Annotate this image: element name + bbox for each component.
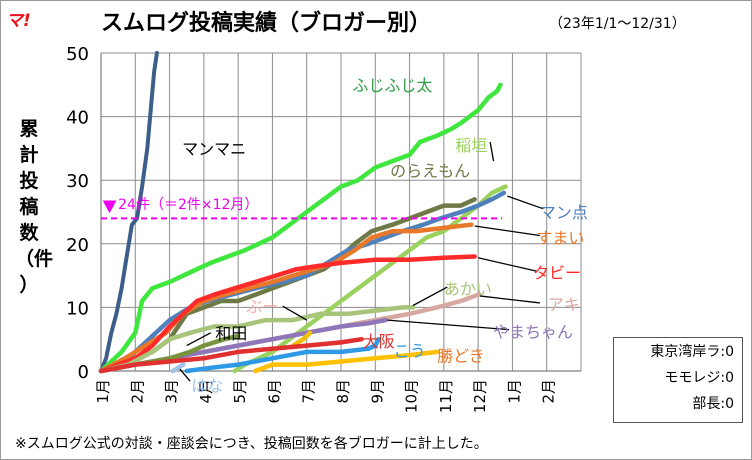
- x-tick-label: 5月: [231, 379, 249, 404]
- count-row-name: モモレジ: [664, 370, 721, 386]
- series-label: マンマニ: [182, 139, 246, 158]
- x-tick-label: 10月: [403, 379, 421, 413]
- series-line-6: [98, 254, 477, 374]
- series-line-15: [170, 362, 186, 374]
- series-label: あかい: [444, 279, 492, 298]
- series-line-14: [253, 349, 440, 374]
- series-line-12: [98, 336, 364, 374]
- label-leader-line: [474, 225, 540, 237]
- y-axis-label-char: 累: [19, 118, 39, 140]
- x-tick-label: 2月: [128, 379, 146, 404]
- reference-label: 24件（＝2件×12月）: [118, 197, 258, 213]
- reference-marker: [102, 200, 117, 214]
- count-row-name: 東京湾岸ラ: [650, 344, 721, 360]
- y-tick-label: 10: [66, 298, 89, 319]
- series-label: すまい: [536, 228, 584, 247]
- y-axis-label-char: 投: [19, 170, 39, 192]
- series-line-2: [232, 184, 508, 374]
- label-leader-line: [282, 305, 308, 321]
- label-leader-line: [489, 141, 495, 162]
- series-label: ぶー: [246, 297, 278, 316]
- series-label: やまちゃん: [493, 323, 573, 342]
- series-label: アキ: [548, 295, 580, 314]
- x-tick-label: 6月: [265, 379, 283, 404]
- x-tick-label: 3月: [163, 379, 181, 404]
- series-label: ふじふじ太: [352, 76, 432, 95]
- series-label: 和田: [215, 324, 247, 343]
- x-tick-label: 1月: [505, 379, 523, 404]
- count-row-value: 0: [725, 344, 734, 360]
- y-tick-label: 0: [78, 362, 89, 383]
- label-leader-line: [479, 295, 540, 304]
- series-label: 勝どき: [437, 347, 485, 366]
- series-label: 大阪: [363, 332, 395, 351]
- series-label: 稲垣: [455, 136, 487, 155]
- label-leader-line: [387, 319, 510, 331]
- count-row-value: 0: [725, 370, 734, 386]
- series-label: はな: [191, 377, 223, 396]
- count-row-value: 0: [725, 396, 734, 412]
- zero-count-box: 東京湾岸ラ:0 モモレジ:0 部長:0: [613, 337, 743, 423]
- series-line-1: [98, 82, 503, 374]
- y-axis-label-char: 計: [19, 144, 39, 166]
- series-line-13: [184, 336, 381, 374]
- x-tick-label: 12月: [471, 379, 489, 413]
- series-label: こう: [394, 342, 426, 361]
- count-row: 部長:0: [614, 390, 742, 416]
- series-line-0: [99, 51, 159, 373]
- label-leader-line: [412, 286, 448, 307]
- series-line-10: [290, 330, 313, 348]
- series-label: のらえもん: [390, 162, 470, 181]
- count-row-separator: :: [720, 344, 726, 360]
- count-row-separator: :: [720, 396, 726, 412]
- label-leader-line: [477, 257, 537, 272]
- x-tick-label: 2月: [540, 379, 558, 404]
- x-tick-label: 11月: [437, 379, 455, 413]
- x-tick-label: 8月: [334, 379, 352, 404]
- x-tick-label: 1月: [94, 379, 112, 404]
- y-axis-label-char: ）: [19, 274, 39, 296]
- x-tick-label: 9月: [368, 379, 386, 404]
- series-line-7: [98, 305, 416, 374]
- y-axis-label-char: 稿: [19, 196, 39, 218]
- x-tick-label: 7月: [300, 379, 318, 404]
- y-tick-label: 20: [66, 235, 89, 256]
- y-axis-label-char: 数: [19, 222, 39, 244]
- series-label: タビー: [533, 263, 581, 282]
- count-row-separator: :: [720, 370, 726, 386]
- label-leader-line: [507, 195, 544, 210]
- y-tick-label: 50: [66, 44, 89, 65]
- y-tick-label: 40: [66, 108, 89, 129]
- y-axis-label: 累計投稿数（件）: [15, 116, 53, 298]
- count-row: モモレジ:0: [614, 364, 742, 390]
- footnote: ※スムログ公式の対談・座談会につき、投稿回数を各ブロガーに計上した。: [15, 436, 488, 452]
- count-row: 東京湾岸ラ:0: [614, 338, 742, 364]
- series-label: マン点: [540, 203, 588, 222]
- y-tick-label: 30: [66, 171, 89, 192]
- label-leader-line: [179, 368, 191, 382]
- chart-title: スムログ投稿実績（ブロガー別）: [101, 11, 432, 36]
- chart-subtitle: （23年1/1～12/31）: [549, 16, 686, 32]
- label-leader-line: [186, 332, 212, 347]
- count-row-name: 部長: [692, 396, 721, 412]
- logo: マ!: [6, 11, 31, 31]
- x-tick-label: 4月: [197, 379, 215, 404]
